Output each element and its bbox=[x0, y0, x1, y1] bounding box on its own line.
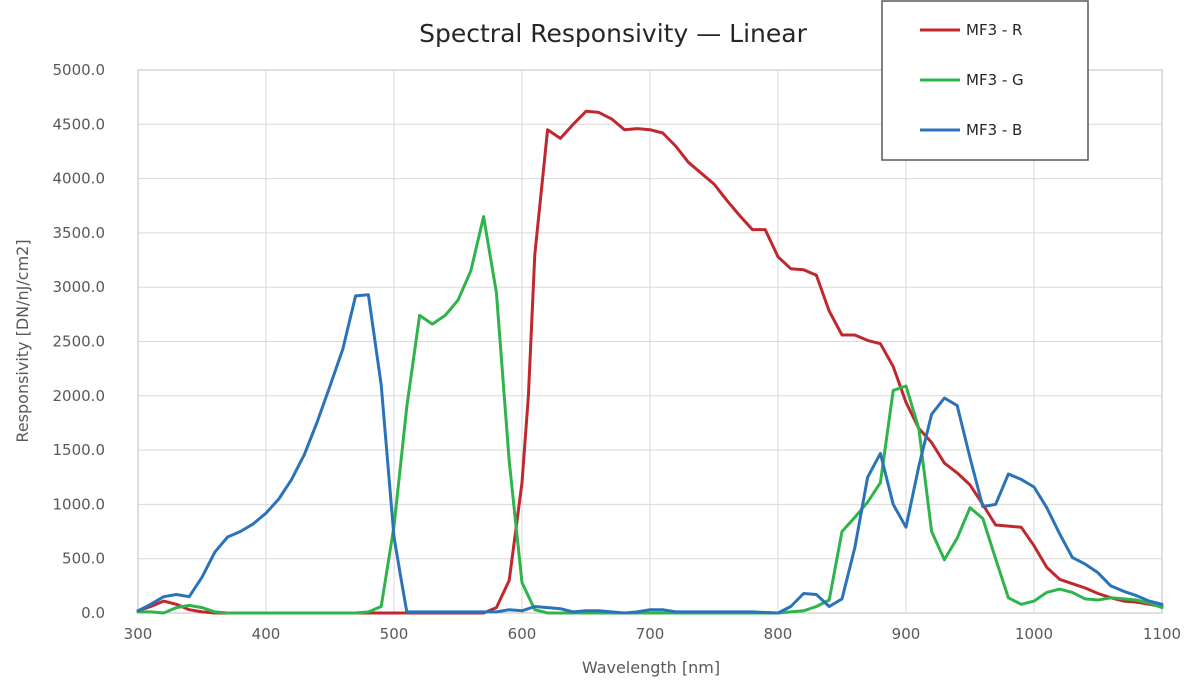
chart-title: Spectral Responsivity — Linear bbox=[419, 19, 807, 48]
series-line-mf3-g bbox=[136, 215, 1164, 615]
y-tick-label: 4000.0 bbox=[53, 170, 106, 188]
x-tick-label: 900 bbox=[892, 625, 921, 643]
legend-label: MF3 - G bbox=[966, 71, 1024, 89]
x-tick-label: 1000 bbox=[1015, 625, 1053, 643]
legend-label: MF3 - B bbox=[966, 121, 1022, 139]
y-tick-label: 4500.0 bbox=[53, 115, 106, 133]
x-tick-label: 600 bbox=[508, 625, 537, 643]
y-tick-label: 5000.0 bbox=[53, 61, 106, 79]
legend-items: MF3 - R MF3 - G MF3 - B bbox=[920, 21, 1024, 139]
x-tick-label: 1100 bbox=[1143, 625, 1181, 643]
y-tick-label: 2000.0 bbox=[53, 387, 106, 405]
series-lines bbox=[136, 109, 1164, 615]
x-tick-label: 700 bbox=[636, 625, 665, 643]
y-axis-title: Responsivity [DN/nJ/cm2] bbox=[13, 239, 32, 442]
y-tick-label: 3500.0 bbox=[53, 224, 106, 242]
legend: MF3 - R MF3 - G MF3 - B bbox=[881, 0, 1089, 161]
y-tick-label: 1500.0 bbox=[53, 441, 106, 459]
x-tick-label: 800 bbox=[764, 625, 793, 643]
legend-box bbox=[881, 0, 1089, 161]
y-tick-label: 3000.0 bbox=[53, 278, 106, 296]
legend-label: MF3 - R bbox=[966, 21, 1022, 39]
x-tick-label: 300 bbox=[124, 625, 153, 643]
y-tick-label: 500.0 bbox=[62, 550, 105, 568]
x-axis-title: Wavelength [nm] bbox=[582, 658, 720, 677]
x-tick-label: 500 bbox=[380, 625, 409, 643]
x-axis-tick-labels: 300 400 500 600 700 800 900 1000 1100 bbox=[124, 625, 1181, 643]
x-tick-label: 400 bbox=[252, 625, 281, 643]
y-axis-tick-labels: 0.0 500.0 1000.0 1500.0 2000.0 2500.0 3000.0 35… bbox=[53, 61, 106, 622]
series-line-mf3-r bbox=[136, 109, 1164, 615]
y-tick-label: 2500.0 bbox=[53, 333, 106, 351]
y-tick-label: 1000.0 bbox=[53, 495, 106, 513]
series-line-mf3-b bbox=[136, 293, 1164, 615]
y-tick-label: 0.0 bbox=[81, 604, 105, 622]
